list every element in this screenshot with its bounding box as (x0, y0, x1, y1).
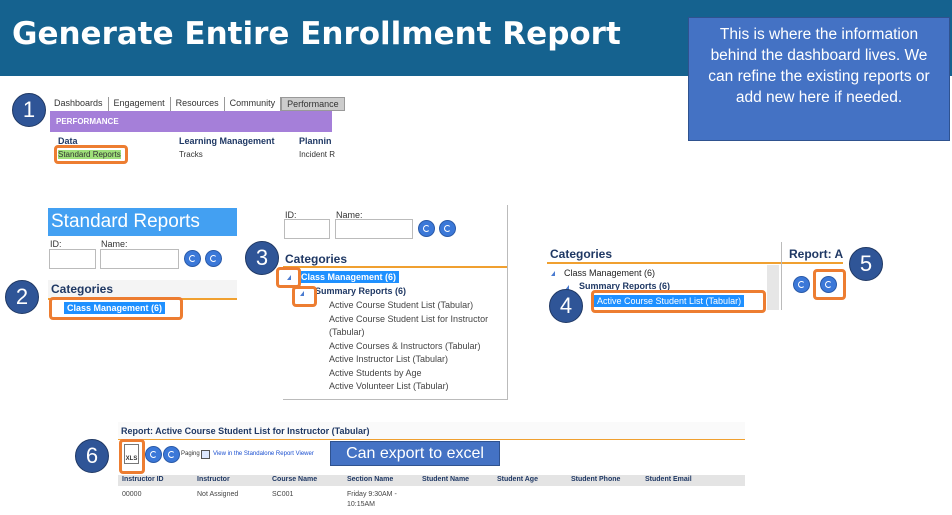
menu-link[interactable]: Standard Reports (58, 150, 121, 159)
expand-arrow[interactable] (551, 271, 555, 276)
column-heading: Plannin (299, 136, 332, 146)
info-callout: This is where the information behind the… (688, 17, 950, 141)
column-header: Student Age (497, 476, 538, 483)
report-header (118, 422, 745, 440)
nav-tab[interactable]: Resources (171, 97, 225, 111)
expand-arrow[interactable] (300, 291, 304, 296)
highlight-box (591, 290, 766, 313)
highlight-box (49, 297, 183, 320)
expand-arrow[interactable] (565, 285, 569, 290)
step-badge: 5 (849, 247, 883, 281)
report-item[interactable]: Active Instructor List (Tabular) (329, 354, 449, 364)
highlight-box (54, 145, 128, 164)
category-item[interactable]: Class Management (6) (564, 268, 656, 278)
subcategory-item[interactable]: Summary Reports (6) (579, 281, 671, 291)
report-item[interactable]: Active Course Student List (Tabular) (594, 295, 745, 307)
highlight-box (119, 439, 145, 474)
report-heading: Report: A (789, 247, 844, 261)
report-item[interactable]: Active Students by Age (329, 367, 422, 378)
highlight-box (292, 286, 317, 307)
step-badge: 2 (5, 280, 39, 314)
expand-arrow[interactable] (287, 275, 291, 280)
back-button[interactable] (793, 276, 810, 293)
id-input[interactable] (49, 249, 96, 269)
highlight-box (276, 267, 301, 288)
field-label: ID: (285, 210, 297, 220)
menu-link[interactable]: Incident R (299, 150, 336, 159)
column-heading: Learning Management (179, 136, 275, 146)
banner (50, 111, 332, 132)
column-header: Instructor ID (122, 476, 164, 483)
title: Generate Entire Enrollment Report (12, 16, 621, 52)
column-header: Instructor (197, 476, 230, 483)
back-button[interactable] (418, 220, 435, 237)
categories-label: Categories (285, 252, 348, 266)
back-button[interactable] (184, 250, 201, 267)
field-label: Name: (336, 210, 363, 220)
step-badge: 6 (75, 439, 109, 473)
nav-tab[interactable]: Community (225, 97, 282, 111)
column-heading: Data (58, 136, 78, 146)
export-button[interactable]: XLS (124, 444, 139, 464)
nav-tab[interactable]: Dashboards (52, 97, 109, 111)
refresh-button[interactable] (439, 220, 456, 237)
column-header: Student Email (645, 476, 692, 483)
column-header: Section Name (347, 476, 394, 483)
table-cell: Not Assigned (197, 491, 239, 498)
step-badge: 4 (549, 289, 583, 323)
name-input[interactable] (335, 219, 413, 239)
table-cell: 00000 (122, 491, 142, 498)
highlight-box (813, 269, 846, 300)
step-badge: 1 (12, 93, 46, 127)
banner-text: PERFORMANCE (56, 117, 119, 126)
report-item[interactable]: Active Course Student List for Instructo… (329, 313, 489, 338)
viewer-link[interactable]: View in the Standalone Report Viewer (213, 451, 314, 457)
column-header: Student Name (422, 476, 470, 483)
column-header: Course Name (272, 476, 318, 483)
panel-title: Standard Reports (48, 208, 237, 236)
paging-label: Paging (181, 451, 200, 457)
field-label: Name: (101, 239, 128, 249)
nav-tab[interactable]: Performance (281, 97, 345, 111)
refresh-button[interactable] (820, 276, 837, 293)
table-header (118, 475, 745, 486)
report-item[interactable]: Active Volunteer List (Tabular) (329, 381, 449, 391)
table-cell: Friday 9:30AM - 10:15AM (347, 491, 397, 508)
subcategory-item[interactable]: Summary Reports (6) (315, 286, 407, 296)
step-badge: 3 (245, 241, 279, 275)
report-item[interactable]: Active Courses & Instructors (Tabular) (329, 340, 481, 351)
report-table: Instructor ID Instructor Course Name Sectio… (118, 475, 745, 513)
separator (283, 266, 507, 268)
paging-checkbox[interactable] (201, 450, 210, 459)
categories-label: Categories (550, 247, 613, 261)
category-item[interactable]: Class Management (6) (298, 271, 400, 283)
field-label: ID: (50, 239, 62, 249)
report-item[interactable]: Active Course Student List (Tabular) (329, 300, 474, 310)
separator (547, 262, 843, 264)
id-input[interactable] (284, 219, 330, 239)
name-input[interactable] (100, 249, 179, 269)
divider (781, 242, 782, 310)
back-button[interactable] (145, 446, 162, 463)
categories-label: Categories (51, 282, 114, 296)
table-cell: SC001 (272, 491, 294, 498)
panel (283, 205, 508, 400)
report-title: Report: Active Course Student List for I… (121, 426, 370, 436)
column-header: Student Phone (571, 476, 621, 483)
tab-bar: Dashboards Engagement Resources Community Pe… (52, 97, 345, 111)
scrollbar[interactable] (767, 265, 779, 310)
category-item[interactable]: Class Management (6) (64, 302, 166, 314)
refresh-button[interactable] (205, 250, 222, 267)
report-list: Active Course Student List (Tabular) Acti… (329, 299, 504, 394)
menu-link[interactable]: Tracks (179, 150, 203, 159)
nav-tab[interactable]: Engagement (109, 97, 171, 111)
refresh-button[interactable] (163, 446, 180, 463)
export-callout: Can export to excel (330, 441, 500, 466)
